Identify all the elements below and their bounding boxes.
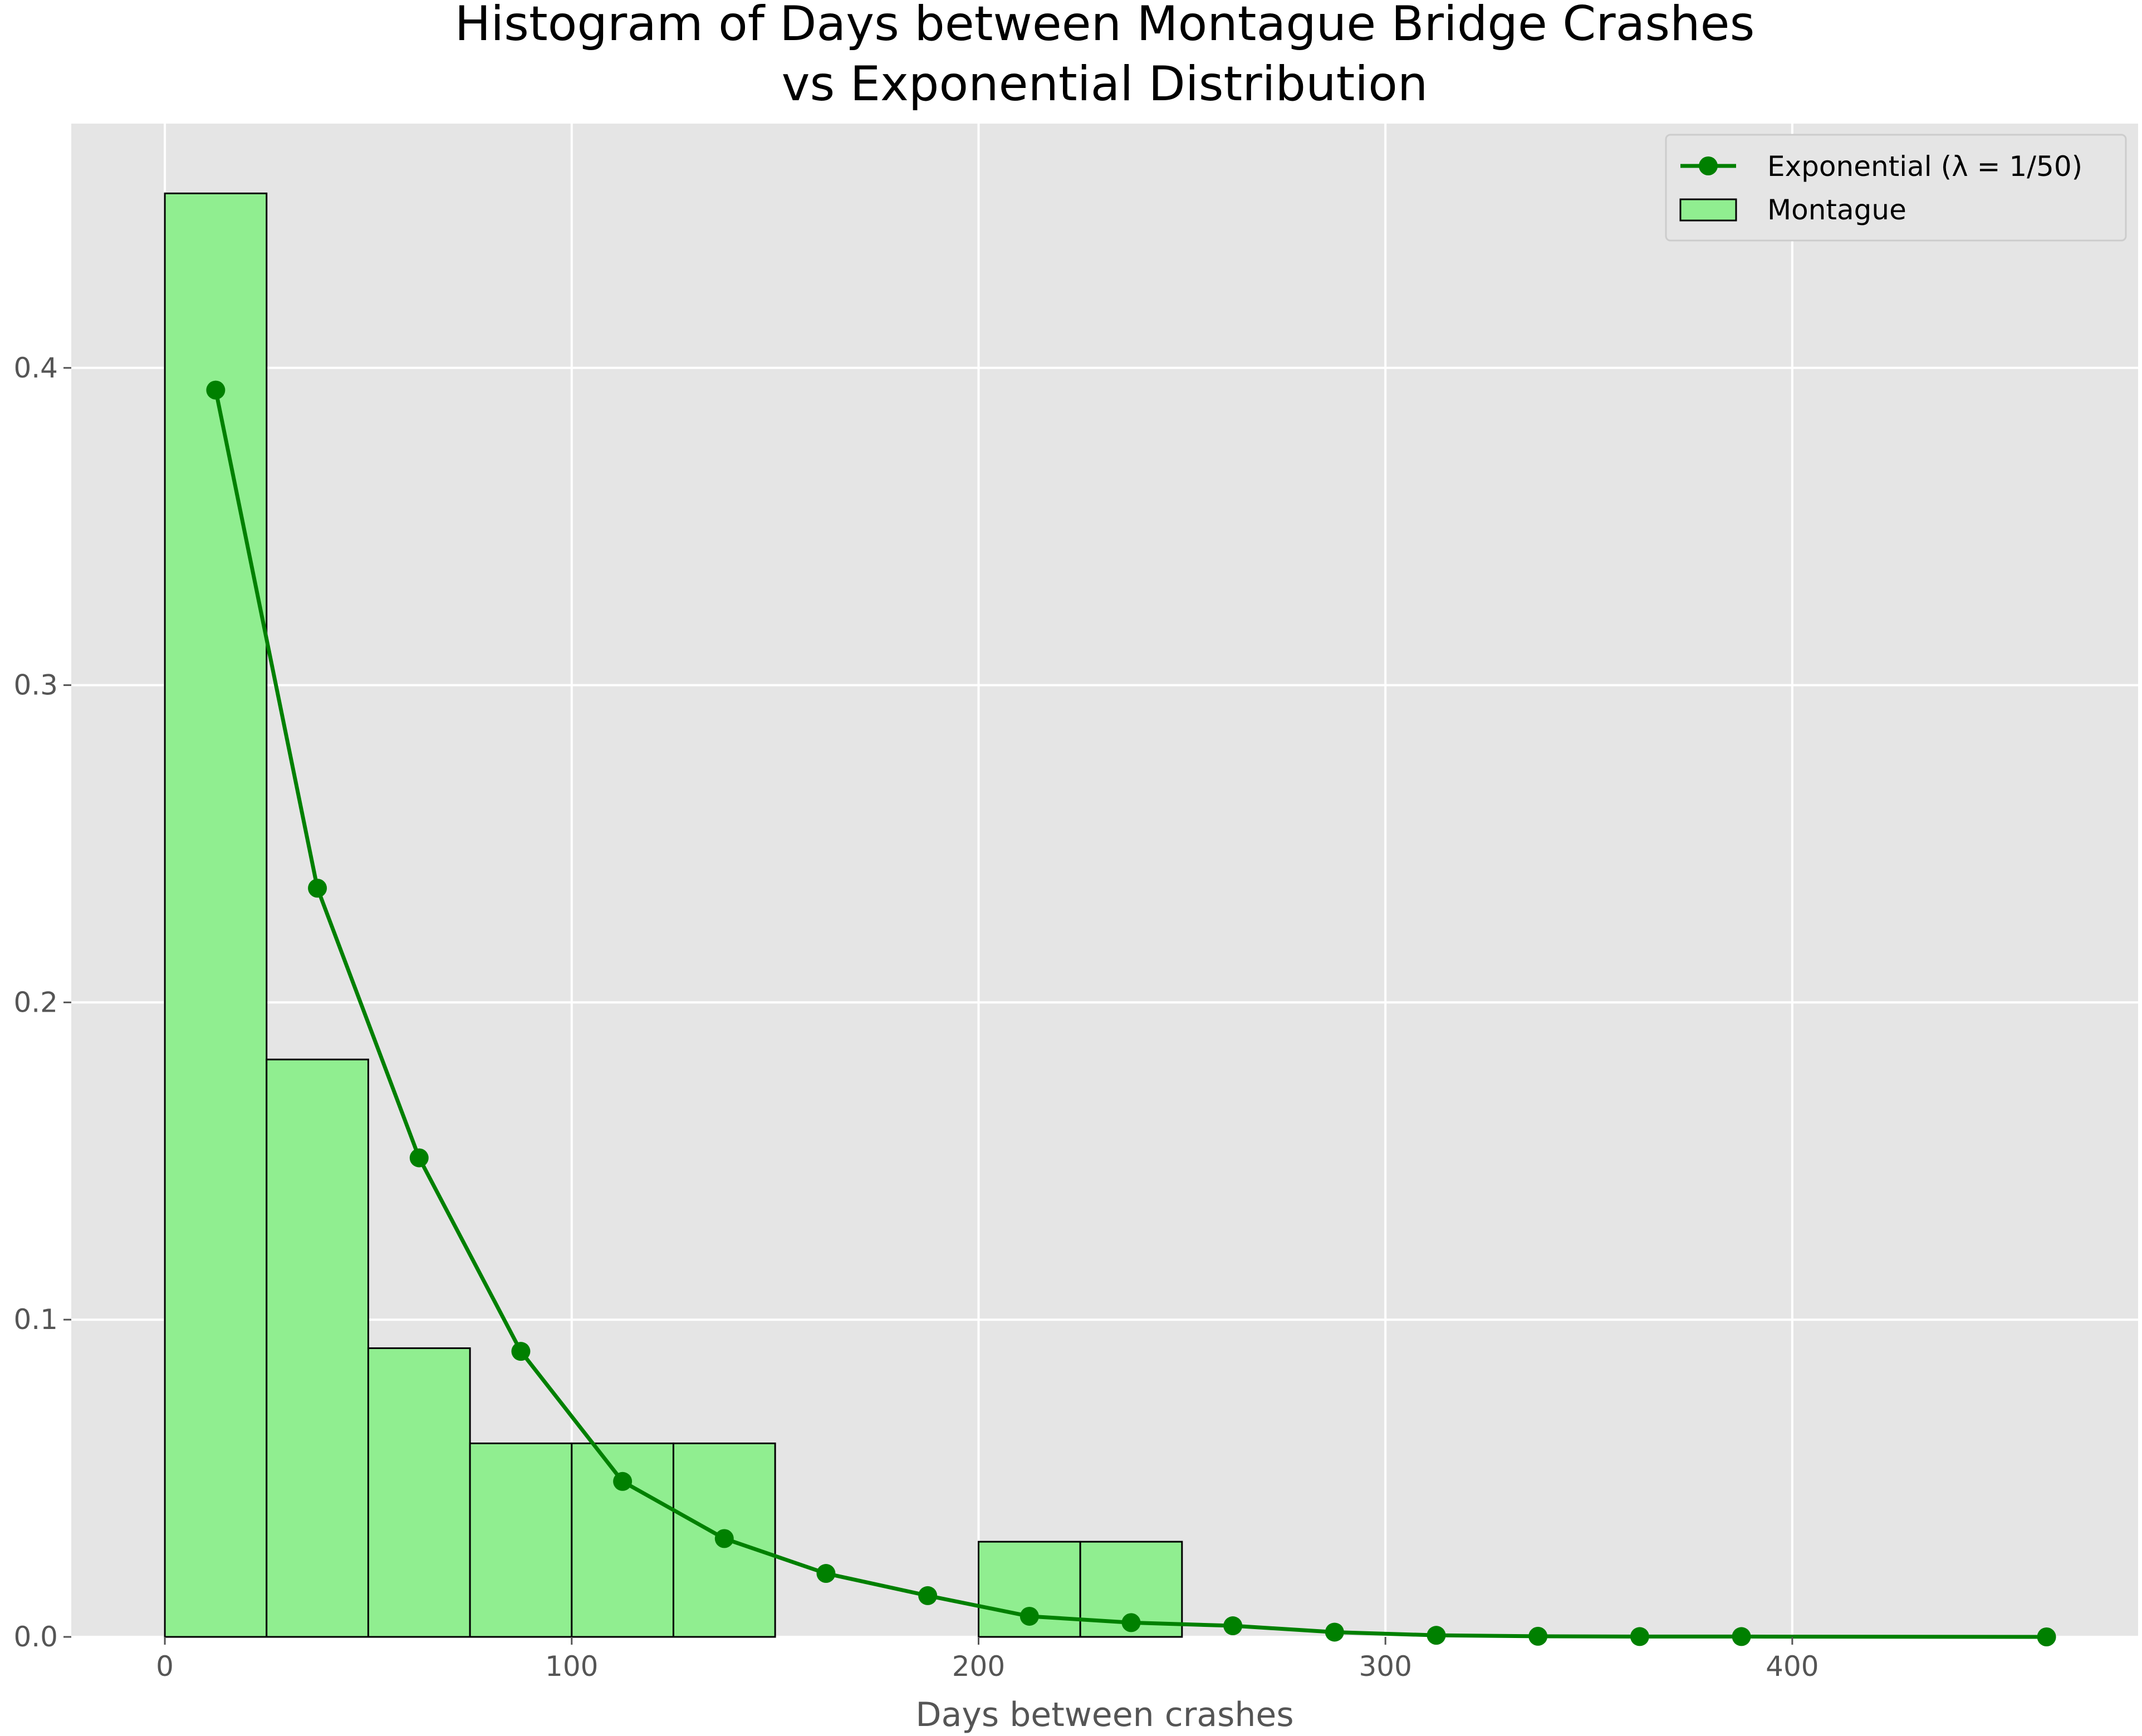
y-tick-label-0: 0.0 xyxy=(13,1621,58,1653)
y-tick-label-3: 0.3 xyxy=(13,669,58,702)
legend-label-exponential: Exponential (λ = 1/50) xyxy=(1767,150,2082,183)
x-tick-label-1: 100 xyxy=(545,1650,598,1683)
legend-box xyxy=(1665,134,2127,242)
exponential-point-4 xyxy=(613,1472,633,1491)
exponential-point-2 xyxy=(409,1148,429,1168)
histogram-bar-1 xyxy=(266,1058,369,1638)
exponential-line xyxy=(206,380,2056,1646)
x-tick-label-4: 400 xyxy=(1766,1650,1819,1683)
x-tick-label-0: 0 xyxy=(156,1650,174,1683)
exponential-point-13 xyxy=(1528,1626,1548,1646)
chart-title-line-1: Histogram of Days between Montague Bridg… xyxy=(455,0,1755,52)
exponential-point-7 xyxy=(918,1586,938,1605)
chart-title: Histogram of Days between Montague Bridg… xyxy=(455,0,1755,112)
y-tick-label-2: 0.2 xyxy=(13,986,58,1018)
exponential-point-0 xyxy=(206,380,226,400)
x-axis-ticks: 0 100 200 300 400 xyxy=(156,1637,1819,1683)
legend: Exponential (λ = 1/50) Montague xyxy=(1665,134,2127,242)
exponential-point-8 xyxy=(1019,1606,1039,1626)
exponential-point-6 xyxy=(816,1564,836,1583)
exponential-point-10 xyxy=(1223,1616,1243,1636)
x-tick-label-3: 300 xyxy=(1359,1650,1411,1683)
exponential-point-11 xyxy=(1325,1622,1344,1642)
exponential-point-14 xyxy=(1630,1627,1649,1646)
legend-line-marker xyxy=(1699,156,1718,175)
legend-bar-swatch xyxy=(1679,198,1737,222)
histogram-bar-2 xyxy=(367,1347,471,1638)
exponential-point-1 xyxy=(308,879,327,898)
histogram-bars xyxy=(164,192,1183,1638)
y-tick-label-1: 0.1 xyxy=(13,1303,58,1336)
x-axis-label: Days between crashes xyxy=(915,1695,1293,1734)
exponential-point-15 xyxy=(1732,1627,1751,1646)
histogram-bar-0 xyxy=(164,192,268,1638)
exponential-point-5 xyxy=(714,1529,734,1548)
y-tick-label-4: 0.4 xyxy=(13,352,58,384)
exponential-point-12 xyxy=(1427,1626,1446,1645)
exponential-point-9 xyxy=(1121,1613,1141,1632)
chart-title-line-2: vs Exponential Distribution xyxy=(782,56,1428,112)
y-axis-ticks: 0.0 0.1 0.2 0.3 0.4 xyxy=(13,352,71,1653)
exponential-point-16 xyxy=(2037,1627,2056,1646)
x-tick-label-2: 200 xyxy=(952,1650,1005,1683)
legend-label-montague: Montague xyxy=(1767,194,1906,226)
exponential-point-3 xyxy=(511,1342,531,1361)
histogram-bar-3 xyxy=(469,1442,573,1638)
